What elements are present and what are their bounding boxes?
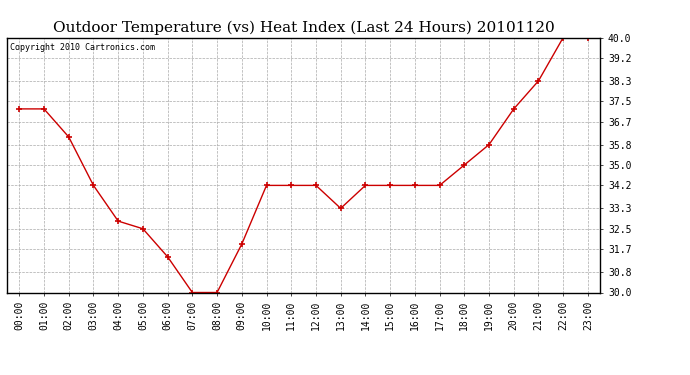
Title: Outdoor Temperature (vs) Heat Index (Last 24 Hours) 20101120: Outdoor Temperature (vs) Heat Index (Las… <box>52 21 555 35</box>
Text: Copyright 2010 Cartronics.com: Copyright 2010 Cartronics.com <box>10 43 155 52</box>
